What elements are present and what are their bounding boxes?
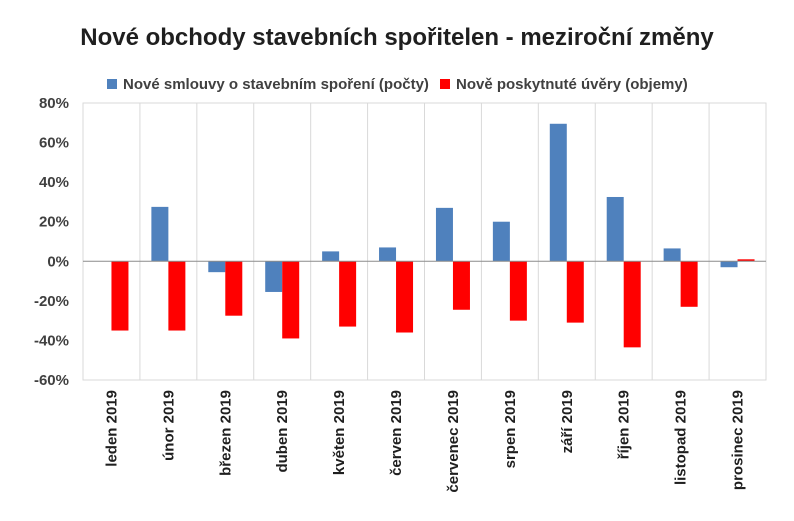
x-tick-label: září 2019: [559, 390, 576, 453]
bar-uvery: [282, 261, 300, 339]
bar-smlouvy: [435, 207, 453, 262]
y-tick-label: -20%: [34, 293, 69, 310]
bar-uvery: [168, 261, 186, 331]
bar-smlouvy: [549, 123, 567, 262]
x-tick-label: listopad 2019: [673, 390, 690, 485]
bar-smlouvy: [265, 261, 283, 292]
bar-smlouvy: [606, 196, 624, 262]
bar-uvery: [396, 261, 414, 333]
bar-uvery: [509, 261, 527, 321]
x-tick-label: březen 2019: [217, 390, 234, 476]
y-tick-label: 80%: [39, 95, 69, 112]
x-tick-label: únor 2019: [160, 390, 177, 461]
bar-smlouvy: [492, 221, 510, 262]
bar-smlouvy: [151, 206, 169, 262]
bar-uvery: [566, 261, 584, 323]
x-tick-label: duben 2019: [274, 390, 291, 473]
bar-uvery: [623, 261, 641, 348]
bar-uvery: [680, 261, 698, 307]
legend-label: Nové smlouvy o stavebním spoření (počty): [123, 76, 429, 93]
legend-label: Nově poskytnuté úvěry (objemy): [456, 76, 688, 93]
bar-uvery: [111, 261, 129, 331]
bar-smlouvy: [379, 247, 397, 262]
y-tick-label: 60%: [39, 135, 69, 152]
bar-uvery: [737, 259, 755, 262]
x-tick-label: leden 2019: [103, 390, 120, 467]
legend-swatch: [107, 79, 117, 89]
y-tick-label: 40%: [39, 174, 69, 191]
x-tick-label: červen 2019: [388, 390, 405, 476]
x-tick-label: prosinec 2019: [730, 390, 747, 490]
bar-smlouvy: [322, 251, 340, 262]
bar-smlouvy: [663, 248, 681, 262]
legend-swatch: [440, 79, 450, 89]
y-tick-label: 0%: [47, 253, 69, 270]
bar-uvery: [225, 261, 243, 316]
y-tick-label: -60%: [34, 372, 69, 389]
chart-title: Nové obchody stavebních spořitelen - mez…: [80, 24, 714, 51]
x-tick-label: květen 2019: [331, 390, 348, 475]
bar-uvery: [339, 261, 357, 327]
y-tick-label: 20%: [39, 214, 69, 231]
bar-uvery: [452, 261, 470, 310]
x-tick-label: říjen 2019: [616, 390, 633, 459]
bar-smlouvy: [720, 261, 738, 268]
x-tick-label: srpen 2019: [502, 390, 519, 468]
x-tick-label: červenec 2019: [445, 390, 462, 493]
y-tick-label: -40%: [34, 332, 69, 349]
bar-smlouvy: [208, 261, 226, 273]
